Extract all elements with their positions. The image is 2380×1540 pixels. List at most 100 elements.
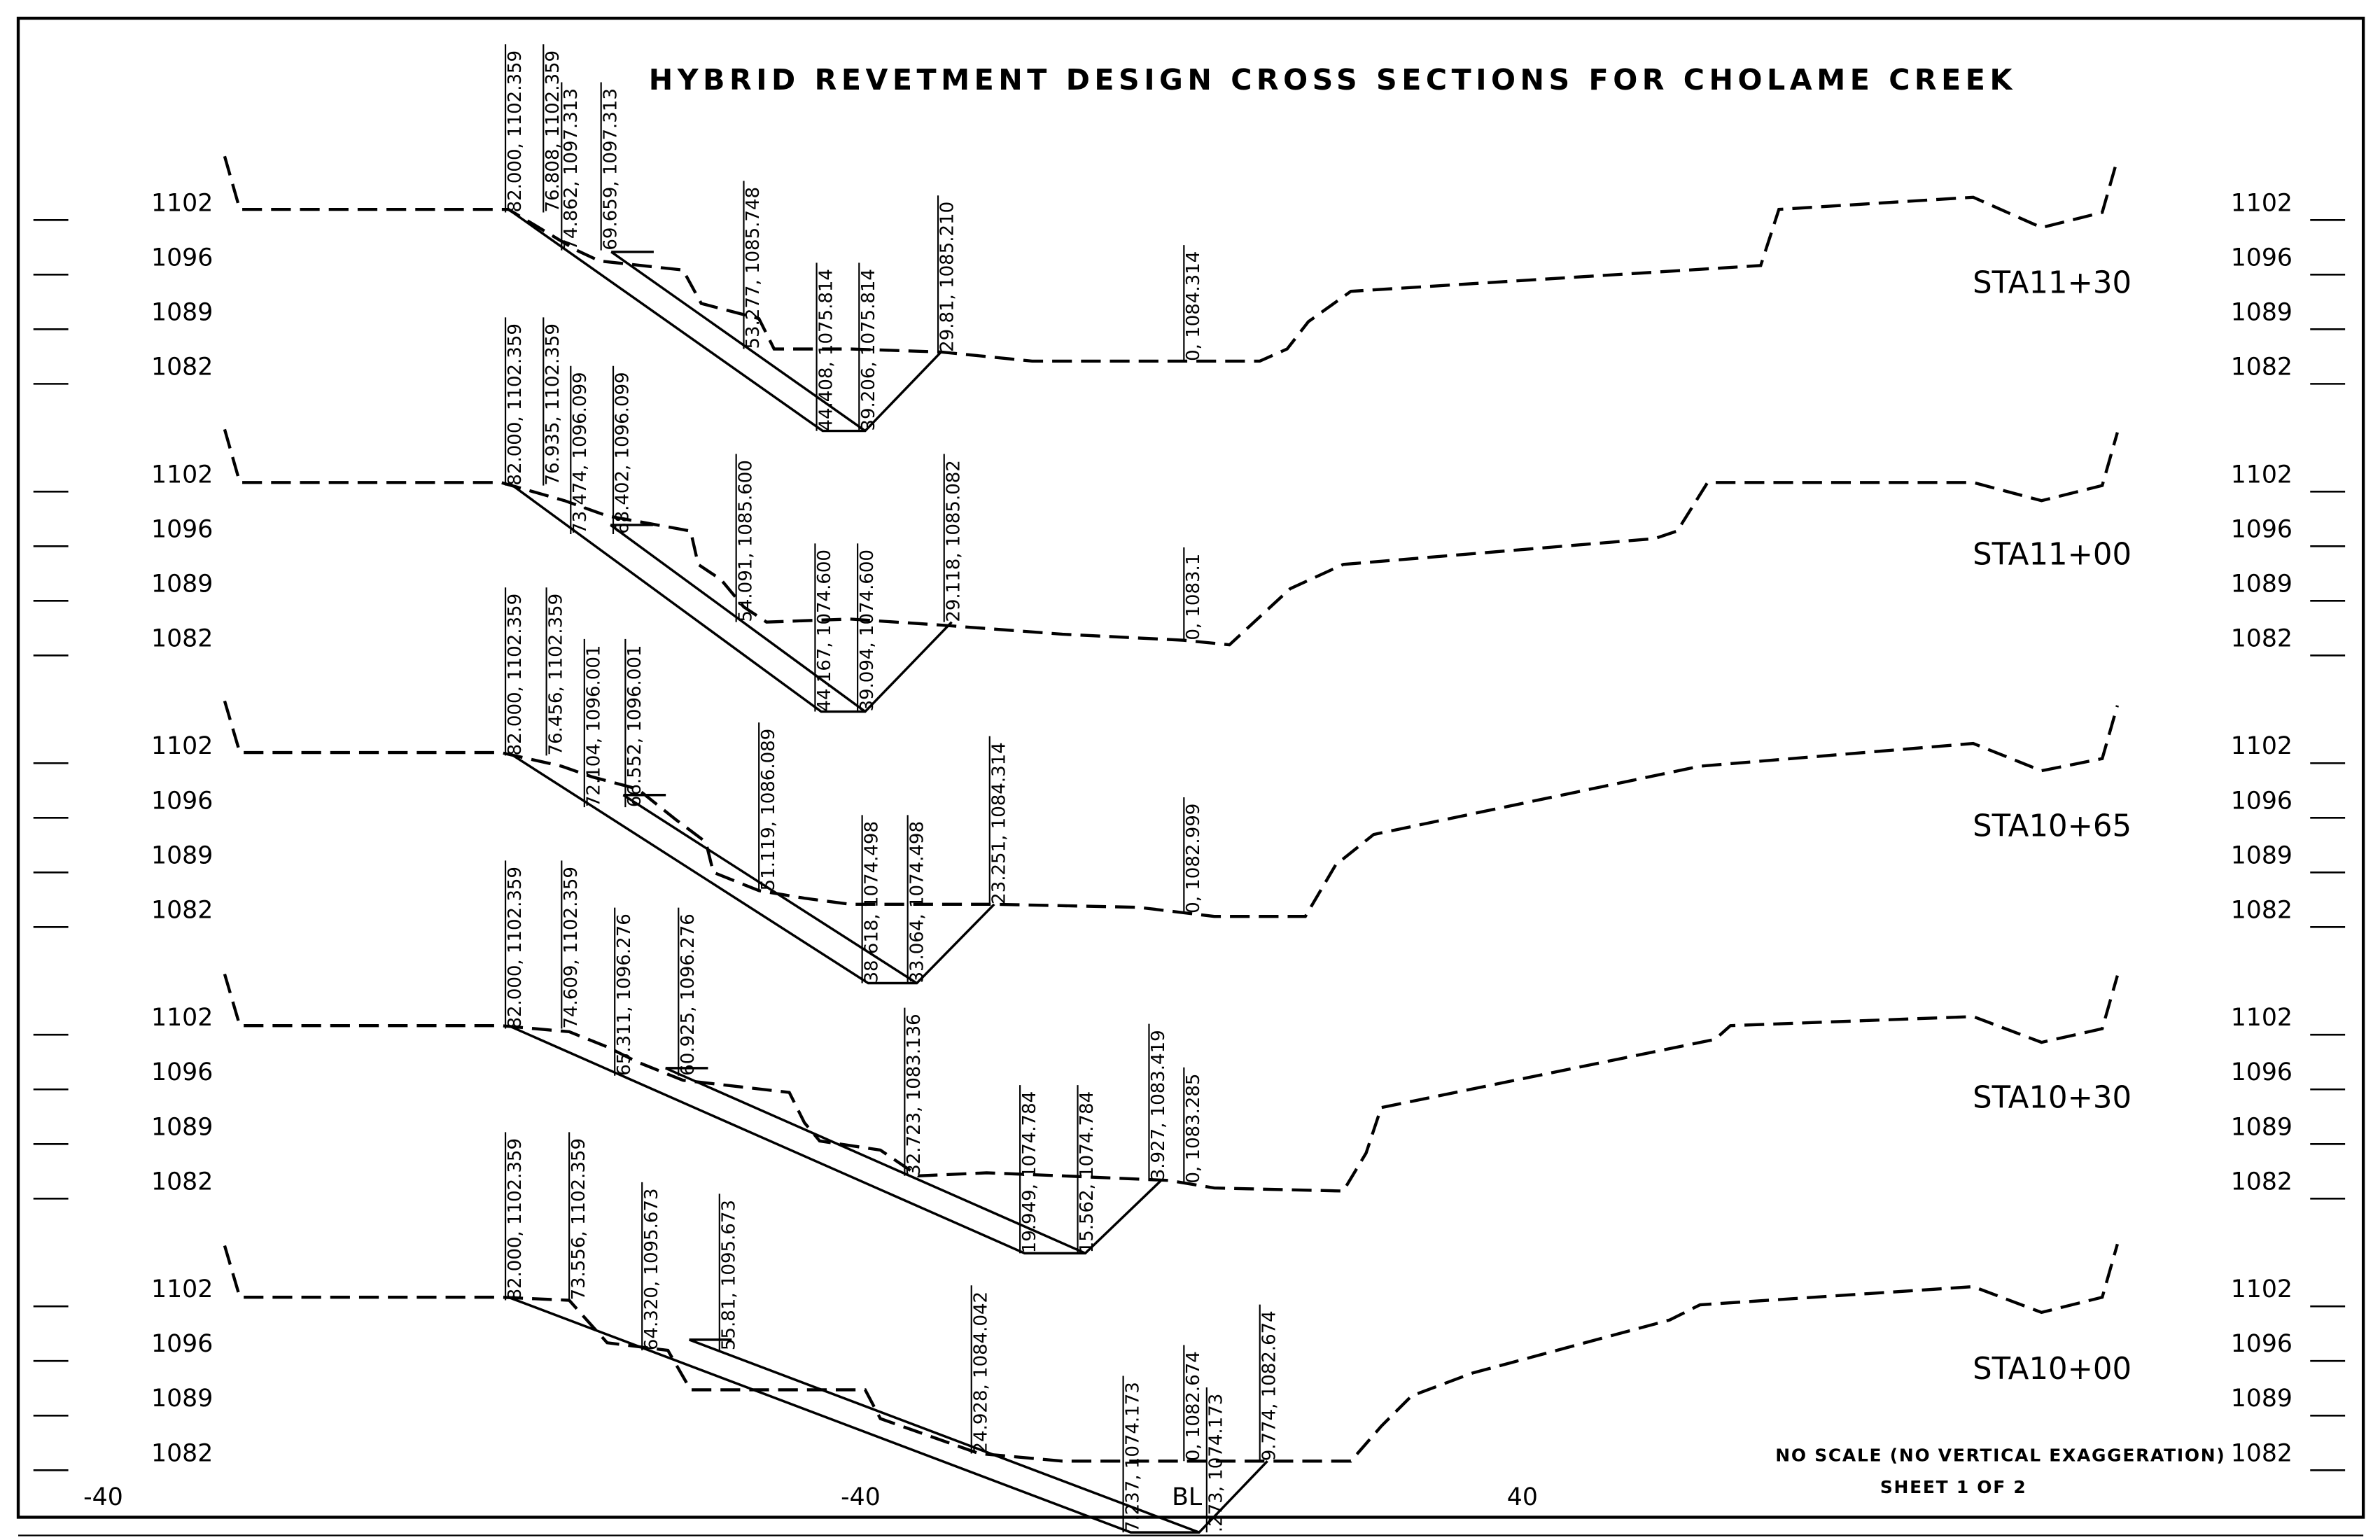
design-inner [665,1067,1086,1254]
elevation-label: 1089 [2231,1113,2292,1141]
sheet-border [16,16,2365,1519]
point-label: 44.167, 1074.600 [814,550,835,712]
station-label: STA10+30 [1973,1080,2132,1115]
station-label: STA10+65 [1973,808,2132,844]
design-outline [507,481,953,713]
point-label: 82.000, 1102.359 [505,50,526,213]
elevation-label: 1082 [2231,1439,2292,1467]
design-outline [507,1296,1268,1534]
elevation-label: 1082 [151,353,213,381]
elevation-label: 1096 [151,515,213,543]
elevation-label: 1082 [2231,624,2292,652]
point-label: 44.408, 1075.814 [816,269,836,431]
elevation-label: 1082 [2231,353,2292,381]
x-axis-label: BL [1172,1483,1203,1511]
point-label: 32.723, 1083.136 [904,1014,925,1176]
point-label: 73.474, 1096.099 [570,372,591,534]
x-axis-label: -40 [841,1483,881,1511]
elevation-label: 1096 [2231,1330,2292,1358]
existing-ground [223,700,2119,918]
design-inner [610,251,866,432]
point-label: 23.251, 1084.314 [988,742,1009,904]
point-label: 29.81, 1085.210 [937,202,958,352]
station-label: STA10+00 [1973,1352,2132,1387]
elevation-label: 1102 [2231,1275,2292,1303]
elevation-label: 1082 [151,624,213,652]
elevation-label: 1096 [151,244,213,272]
elevation-label: 1102 [2231,461,2292,489]
elevation-label: 1089 [2231,570,2292,598]
elevation-label: 1096 [2231,515,2292,543]
point-label: 72.104, 1096.001 [584,645,605,808]
point-label: 9.774, 1082.674 [1259,1310,1280,1461]
point-label: 54.091, 1085.600 [735,460,756,622]
sheet-number: SHEET 1 OF 2 [1880,1477,2027,1497]
design-inner [610,524,866,713]
station-label: STA11+00 [1973,537,2132,572]
elevation-label: 1089 [151,298,213,326]
elevation-label: 1102 [2231,1004,2292,1032]
elevation-label: 1082 [151,896,213,924]
point-label: 76.456, 1102.359 [545,594,566,756]
point-label: 39.094, 1074.600 [857,550,878,712]
design-inner [622,794,918,984]
point-label: 66.552, 1096.001 [624,645,645,808]
elevation-label: 1089 [151,570,213,598]
point-label: 68.402, 1096.099 [612,372,634,534]
point-label: 82.000, 1102.359 [505,1138,526,1301]
point-label: 29.118, 1085.082 [943,460,964,622]
station-label: STA11+30 [1973,265,2132,300]
elevation-label: 1096 [151,1058,213,1086]
point-label: 0, 1083.285 [1183,1074,1204,1184]
point-label: 0, 1082.999 [1183,804,1204,913]
point-label: .273, 1074.173 [1206,1394,1227,1532]
point-label: 53.277, 1085.748 [743,187,764,349]
elevation-label: 1102 [151,732,213,760]
title: HYBRID REVETMENT DESIGN CROSS SECTIONS F… [649,63,2017,97]
design-outline [507,1024,1163,1255]
point-label: 82.000, 1102.359 [505,594,526,756]
point-label: 38.618, 1074.498 [861,821,882,983]
point-label: 76.808, 1102.359 [542,50,564,213]
elevation-label: 1089 [2231,298,2292,326]
elevation-label: 1102 [151,189,213,217]
point-label: 55.81, 1095.673 [718,1200,739,1350]
point-label: 69.659, 1097.313 [600,88,621,251]
point-label: 82.000, 1102.359 [505,867,526,1029]
point-label: 0, 1082.674 [1183,1351,1204,1461]
elevation-label: 1102 [2231,189,2292,217]
existing-ground [223,428,2119,647]
elevation-label: 1096 [151,1330,213,1358]
point-label: 74.862, 1097.313 [561,88,582,251]
point-label: 0, 1084.314 [1183,251,1204,361]
point-label: 73.556, 1102.359 [568,1138,589,1301]
elevation-label: 1102 [151,1004,213,1032]
point-label: 15.562, 1074.784 [1077,1091,1098,1254]
point-label: 39.206, 1075.814 [858,269,879,431]
elevation-label: 1082 [2231,896,2292,924]
elevation-label: 1102 [151,1275,213,1303]
point-label: 65.311, 1096.276 [614,913,635,1076]
design-inner [688,1338,1200,1534]
x-axis-label: -40 [83,1483,123,1511]
existing-ground [223,155,2119,363]
design-outline [507,208,942,433]
existing-ground [223,973,2119,1193]
elevation-label: 1082 [151,1168,213,1196]
point-label: 7.237, 1074.173 [1122,1382,1143,1532]
point-label: 24.928, 1084.042 [970,1292,991,1454]
elevation-label: 1082 [151,1439,213,1467]
point-label: 64.320, 1095.673 [641,1189,662,1351]
point-label: 33.064, 1074.498 [906,821,927,983]
elevation-label: 1089 [2231,1385,2292,1413]
point-label: 76.935, 1102.359 [542,323,564,486]
point-label: 82.000, 1102.359 [505,323,526,486]
elevation-label: 1089 [2231,841,2292,869]
existing-ground [223,1243,2119,1463]
point-label: 51.119, 1086.089 [758,729,779,891]
point-label: 3.927, 1083.419 [1148,1030,1169,1180]
elevation-label: 1096 [2231,787,2292,815]
elevation-label: 1096 [151,787,213,815]
elevation-label: 1089 [151,1385,213,1413]
